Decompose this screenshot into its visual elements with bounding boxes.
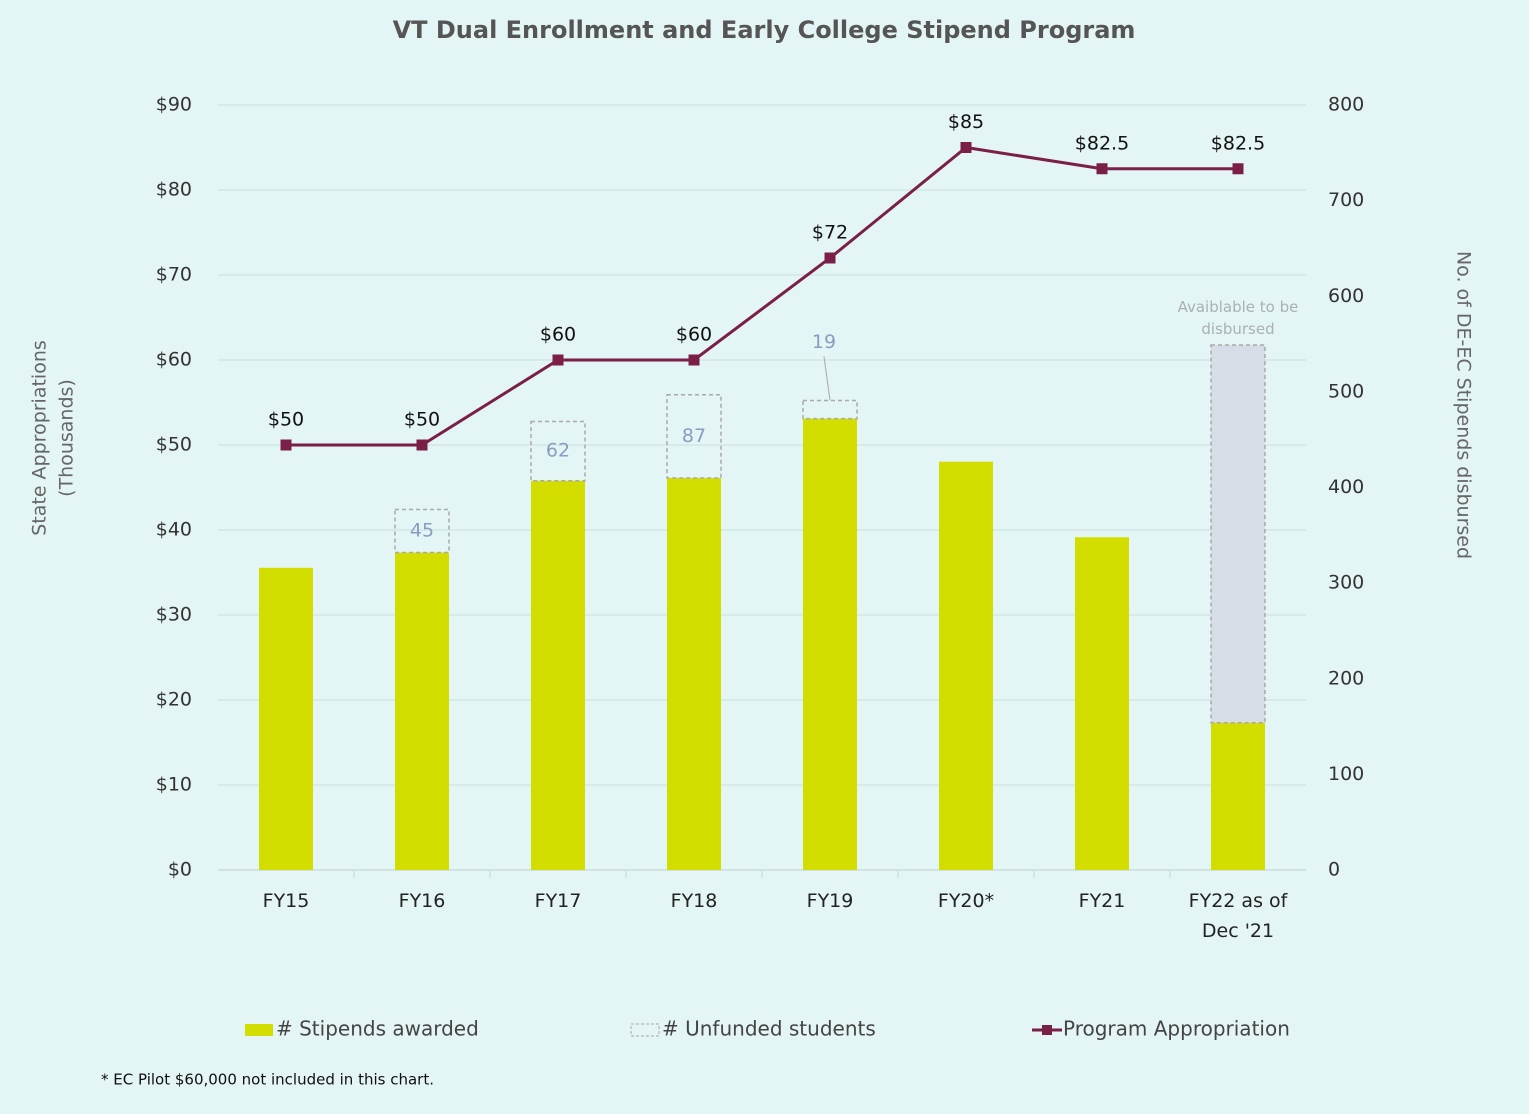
y2-tick-label: 300: [1328, 572, 1364, 594]
available-label: Avaiblable to be disbursed: [1178, 298, 1299, 338]
line-marker: [416, 439, 428, 451]
line-marker: [1096, 163, 1108, 175]
unfunded-label: 19: [812, 331, 836, 353]
x-tick-label: FY17: [534, 890, 582, 912]
x-tick-label: FY19: [806, 890, 854, 912]
available-bar: [1210, 344, 1266, 724]
data-label: $72: [812, 222, 848, 244]
y-tick-label: $60: [156, 349, 192, 371]
legend-swatch: [1042, 1025, 1052, 1035]
y2-tick-label: 600: [1328, 285, 1364, 307]
leader-line: [823, 356, 831, 401]
line-marker: [552, 354, 564, 366]
line-marker: [960, 142, 972, 153]
data-label: $60: [540, 324, 576, 346]
bar: [939, 461, 993, 870]
y2-tick-label: 800: [1328, 94, 1364, 116]
data-label: $85: [948, 111, 984, 133]
y-tick-label: $30: [156, 604, 192, 626]
x-tick-label: FY16: [398, 890, 446, 912]
unfunded-bar: [802, 399, 858, 420]
y2-tick-label: 0: [1328, 859, 1340, 881]
bar: [1211, 722, 1265, 870]
x-tick-label: FY22 as of Dec '21: [1188, 890, 1288, 942]
y2-tick-label: 500: [1328, 380, 1364, 402]
bar: [395, 552, 449, 870]
y-tick-label: $20: [156, 689, 192, 711]
y-tick-label: $80: [156, 179, 192, 201]
chart-title: VT Dual Enrollment and Early College Sti…: [393, 16, 1136, 44]
unfunded-label: 62: [546, 440, 570, 462]
y-tick-label: $70: [156, 264, 192, 286]
line-marker: [688, 354, 700, 366]
data-label: $82.5: [1075, 132, 1129, 154]
legend-label: # Unfunded students: [662, 1017, 876, 1041]
bar: [259, 567, 313, 870]
legend-swatch: [630, 1023, 660, 1037]
y-tick-label: $10: [156, 774, 192, 796]
y-tick-label: $40: [156, 519, 192, 541]
legend-label: Program Appropriation: [1063, 1017, 1290, 1041]
data-label: $50: [404, 409, 440, 431]
x-tick-label: FY18: [670, 890, 718, 912]
y-tick-label: $0: [168, 859, 192, 881]
y2-tick-label: 100: [1328, 763, 1364, 785]
data-label: $60: [676, 324, 712, 346]
bar: [531, 480, 585, 870]
y-axis-title: State Appropriations: [29, 340, 51, 536]
bar: [1075, 537, 1129, 870]
x-tick-label: FY20*: [937, 890, 995, 912]
line: [286, 145, 1238, 447]
x-tick-label: FY15: [262, 890, 310, 912]
unfunded-label: 45: [410, 520, 434, 542]
y-tick-label: $90: [156, 94, 192, 116]
line-marker: [1232, 163, 1244, 175]
y2-tick-label: 400: [1328, 476, 1364, 498]
data-label: $50: [268, 409, 304, 431]
bar: [803, 418, 857, 870]
footnote: * EC Pilot $60,000 not included in this …: [101, 1071, 434, 1089]
y-axis-title: (Thousands): [56, 379, 78, 497]
line-marker: [280, 439, 292, 451]
data-label: $82.5: [1211, 132, 1265, 154]
legend-swatch: [245, 1024, 273, 1036]
bar: [667, 477, 721, 870]
x-tick-label: FY21: [1078, 890, 1126, 912]
line-marker: [824, 252, 836, 264]
y2-tick-label: 700: [1328, 189, 1364, 211]
y2-axis-title: No. of DE-EC Stipends disbursed: [1453, 251, 1475, 559]
legend-label: # Stipends awarded: [276, 1017, 479, 1041]
unfunded-bar: [666, 393, 722, 479]
y-tick-label: $50: [156, 434, 192, 456]
y2-tick-label: 200: [1328, 667, 1364, 689]
unfunded-label: 87: [682, 425, 706, 447]
unfunded-bar: [530, 420, 586, 482]
